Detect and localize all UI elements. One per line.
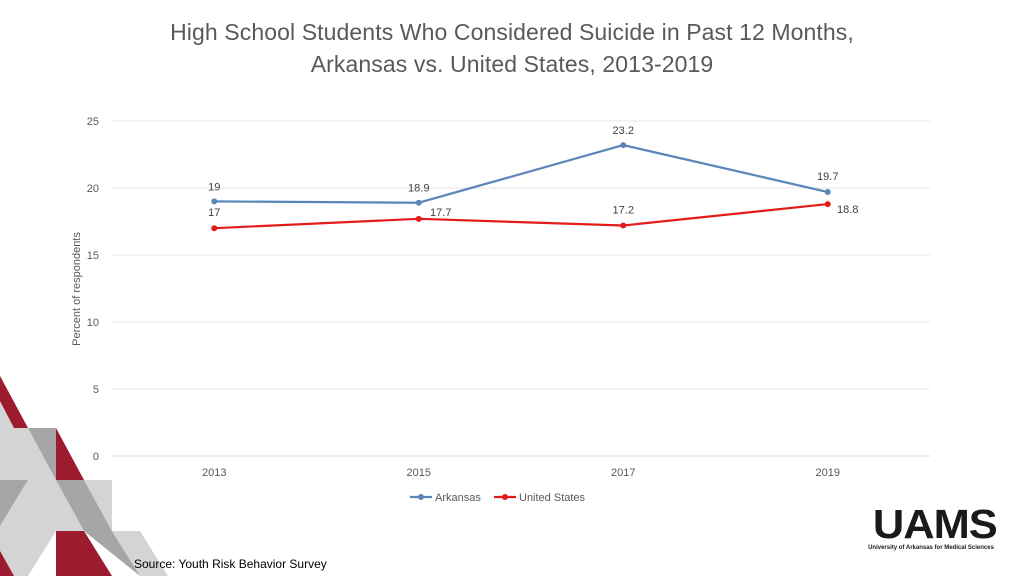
chart-title-line-2: Arkansas vs. United States, 2013-2019 xyxy=(310,51,714,77)
x-axis-ticks: 2013 2015 2017 2019 xyxy=(202,467,840,479)
data-point xyxy=(415,215,422,222)
legend: Arkansas United States xyxy=(410,492,586,504)
y-tick-label: 25 xyxy=(87,116,99,128)
legend-swatch-marker xyxy=(418,494,424,500)
y-axis-title: Percent of respondents xyxy=(71,232,83,346)
decorative-triangles xyxy=(0,376,168,576)
logo-subtitle: University of Arkansas for Medical Scien… xyxy=(868,545,994,551)
decor-shape xyxy=(112,531,168,576)
logo-wordmark: UAMS xyxy=(872,501,998,547)
legend-swatch-marker xyxy=(502,494,508,500)
data-label: 23.2 xyxy=(613,125,634,137)
data-point xyxy=(415,199,422,206)
uams-logo: UAMS University of Arkansas for Medical … xyxy=(868,504,998,552)
y-tick-label: 10 xyxy=(87,317,99,329)
data-point xyxy=(824,189,831,196)
y-tick-label: 0 xyxy=(93,451,99,463)
data-point xyxy=(824,201,831,208)
decor-shape xyxy=(56,428,84,480)
decor-shape xyxy=(0,428,56,480)
series-group: 19 18.9 23.2 19.7 17 17.7 17.2 18.8 xyxy=(208,125,858,232)
data-label: 19 xyxy=(208,181,220,193)
decor-shape xyxy=(84,480,112,531)
y-tick-label: 15 xyxy=(87,250,99,262)
data-label: 17 xyxy=(208,207,220,219)
x-tick-label: 2019 xyxy=(816,467,840,479)
data-point xyxy=(211,198,218,205)
data-label: 17.7 xyxy=(430,207,451,219)
x-tick-label: 2013 xyxy=(202,467,226,479)
decor-shape xyxy=(0,551,14,576)
data-label: 17.2 xyxy=(613,205,634,217)
decor-shape xyxy=(84,531,140,576)
legend-label: United States xyxy=(519,492,586,504)
y-axis-ticks: 0 5 10 15 20 25 xyxy=(87,116,99,463)
data-label: 19.7 xyxy=(817,171,838,183)
chart-title-line-1: High School Students Who Considered Suic… xyxy=(170,19,854,45)
gridlines xyxy=(112,120,930,457)
decor-shape xyxy=(56,480,112,531)
data-label: 18.8 xyxy=(837,204,858,216)
legend-label: Arkansas xyxy=(435,492,481,504)
decor-shape xyxy=(28,428,56,480)
data-label: 18.9 xyxy=(408,183,429,195)
x-tick-label: 2017 xyxy=(611,467,635,479)
decor-shape xyxy=(28,480,84,531)
decor-shape xyxy=(0,480,56,576)
decor-shape xyxy=(56,531,112,576)
data-point xyxy=(620,142,627,149)
x-tick-label: 2015 xyxy=(407,467,431,479)
y-tick-label: 20 xyxy=(87,183,99,195)
source-note: Source: Youth Risk Behavior Survey xyxy=(134,557,327,571)
decor-shape xyxy=(0,401,14,428)
y-axis-title-group: Percent of respondents xyxy=(71,232,83,346)
series-line-1 xyxy=(214,144,828,204)
data-point xyxy=(620,222,627,229)
page-number: 27 xyxy=(36,562,49,574)
series-line-2 xyxy=(214,202,828,230)
y-tick-label: 5 xyxy=(93,384,99,396)
data-point xyxy=(211,225,218,232)
